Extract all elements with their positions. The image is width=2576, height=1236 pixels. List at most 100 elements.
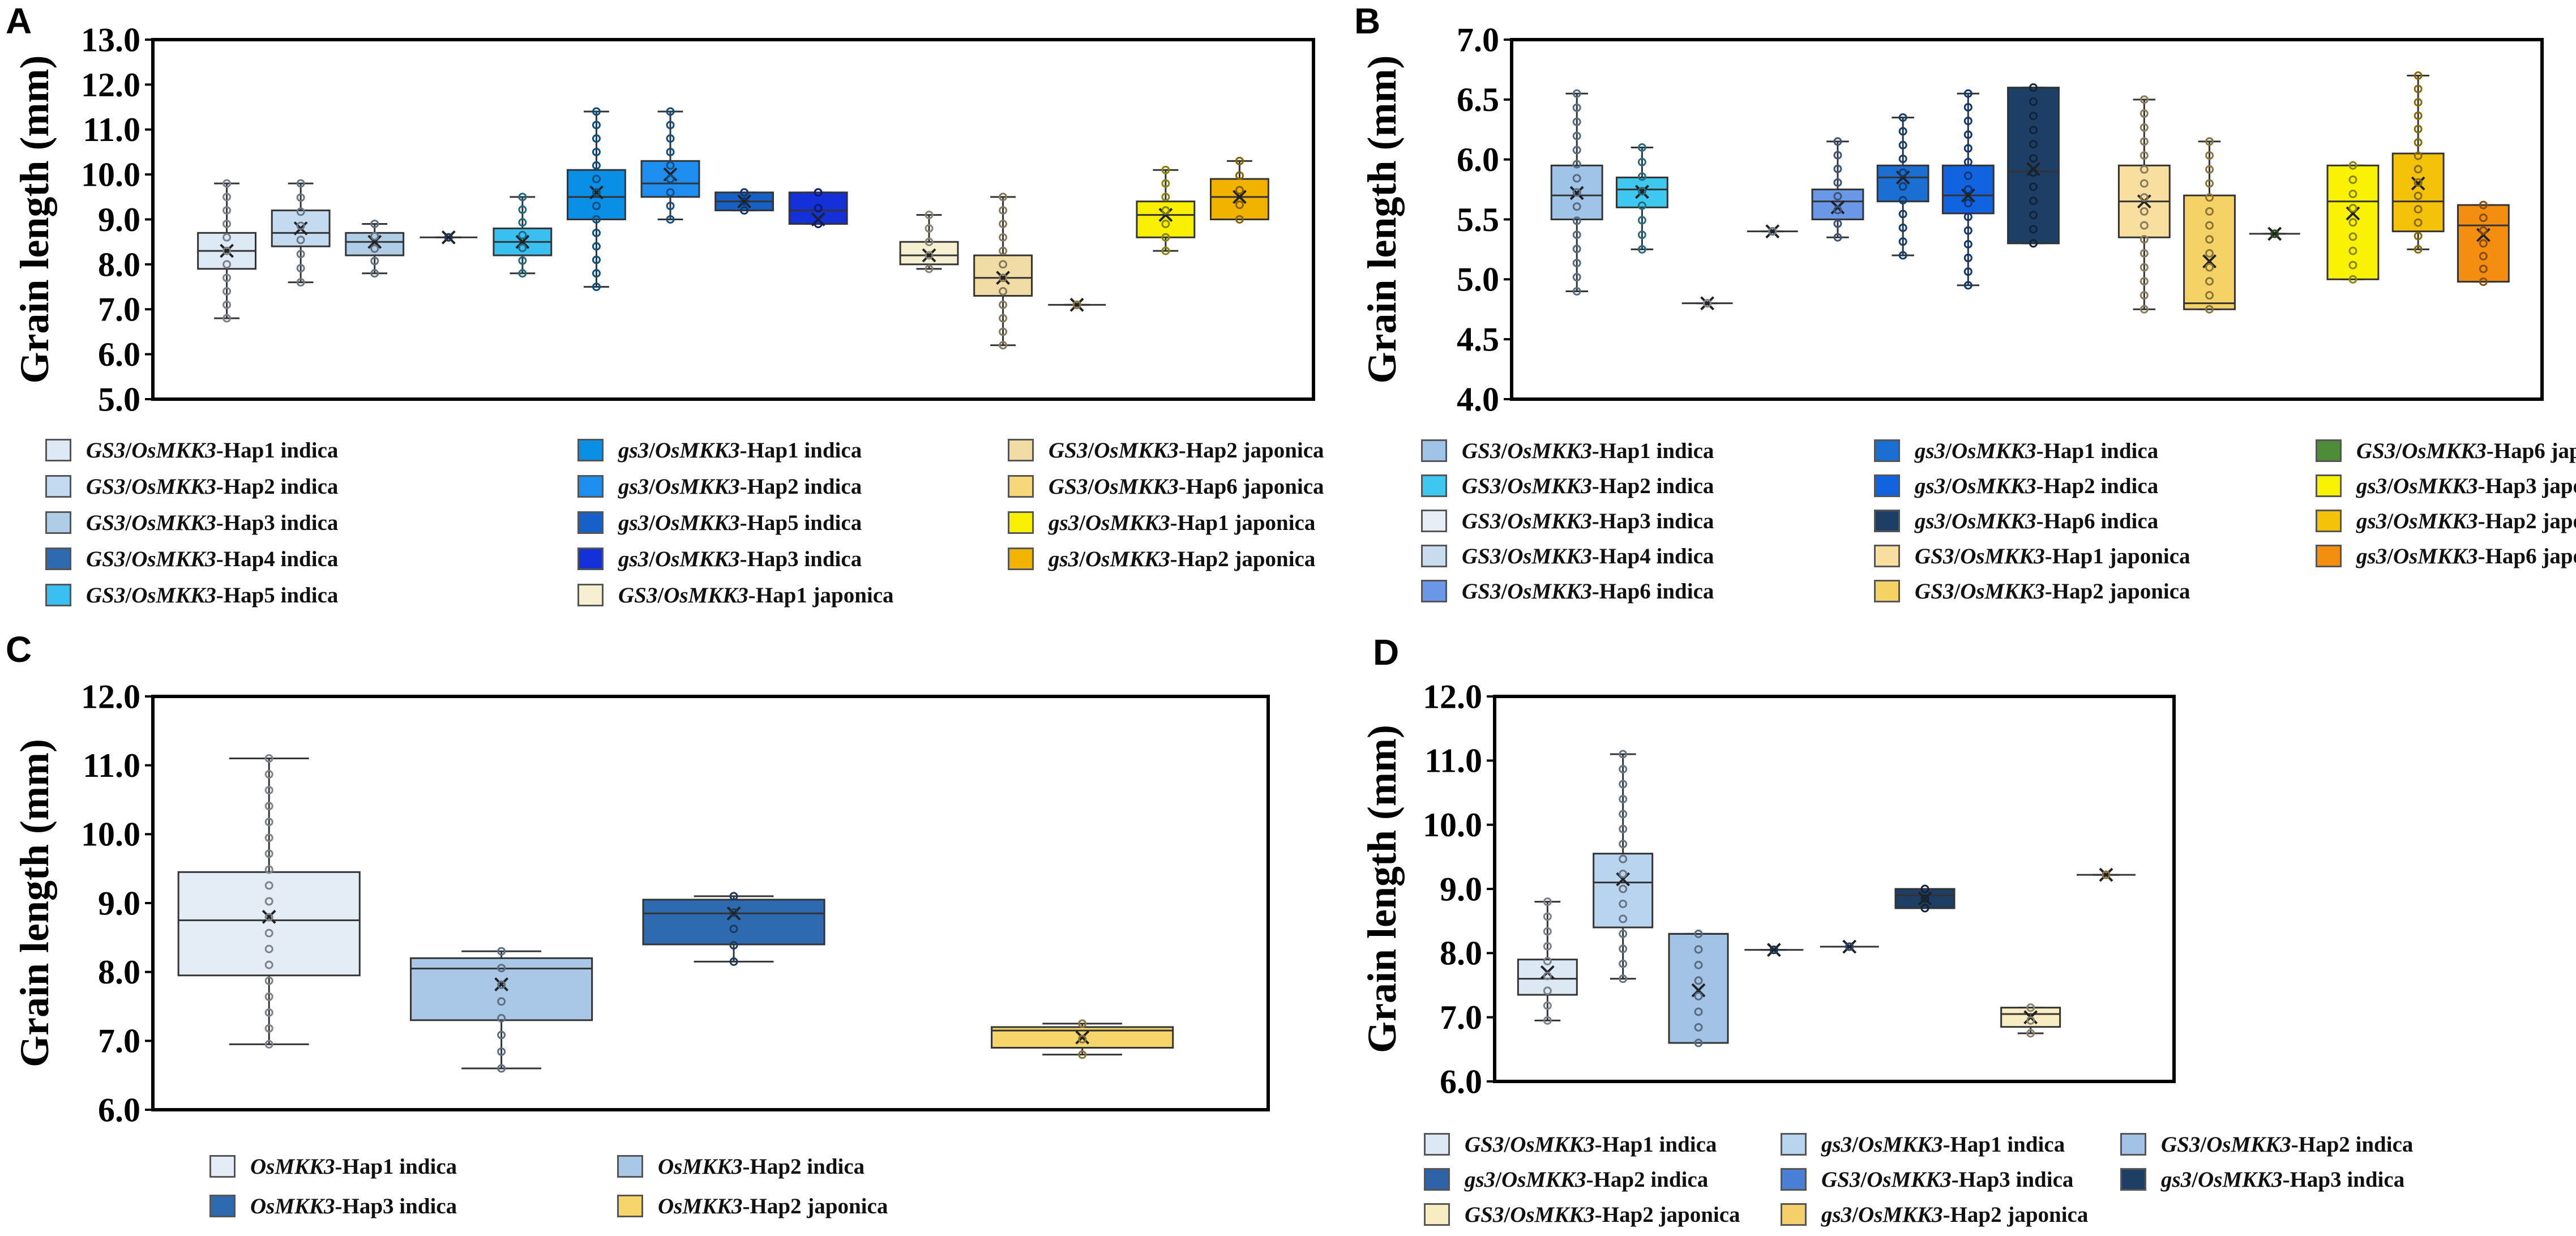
data-point (1572, 230, 1581, 239)
data-point (1898, 196, 1907, 205)
legend-separator: / (125, 510, 132, 535)
data-point (2029, 126, 2038, 135)
box-2 (271, 179, 331, 287)
data-point (264, 897, 273, 906)
box-body (410, 957, 593, 1021)
box-14 (2457, 200, 2510, 286)
data-point (296, 193, 305, 202)
data-point (1845, 942, 1854, 951)
data-point (2029, 112, 2038, 121)
box-body (642, 899, 825, 946)
data-point (2414, 151, 2423, 160)
legend-gene: GS3 (1462, 473, 1501, 498)
data-point (1694, 1007, 1703, 1016)
data-point (1572, 287, 1581, 296)
data-point (2348, 246, 2357, 255)
box-body (1668, 933, 1729, 1044)
data-point (1072, 300, 1081, 309)
box-3 (642, 892, 825, 966)
legend-label: -Hap2 japonica (742, 1194, 888, 1218)
legend-label: -Hap6 japonica (1178, 474, 1324, 499)
legend-gene: OsMKK3 (1094, 474, 1179, 499)
data-point (264, 1024, 273, 1033)
legend-label: -Hap2 japonica (2477, 508, 2576, 533)
data-point (740, 206, 749, 215)
legend-item: GS3/OsMKK3 -Hap1 japonica (1874, 541, 2293, 571)
y-tick-label: 12.0 (81, 66, 140, 104)
y-tick-label: 11.0 (83, 111, 140, 148)
data-point (592, 134, 601, 143)
data-point (999, 233, 1008, 242)
data-point (370, 232, 379, 241)
data-point (740, 197, 749, 206)
legend-gene: gs3 (2356, 508, 2387, 533)
chart-c: 6.0 7.0 8.0 9.0 10.0 11.0 12.0 Grain length (mm… (12, 678, 1270, 1128)
box-10 (2183, 137, 2236, 314)
legend-gene: OsMKK3 (658, 1194, 743, 1218)
data-point (1833, 206, 1842, 215)
mean-marker (1918, 891, 1932, 906)
legend-swatch (1874, 510, 1900, 532)
data-point (2414, 111, 2423, 120)
y-tick-label: 9.0 (1440, 870, 1482, 908)
data-point (2029, 83, 2038, 92)
legend-gene: gs3 (1049, 510, 1080, 535)
legend-item: GS3/OsMKK3 -Hap3 indica (45, 507, 555, 538)
data-point (925, 211, 934, 220)
legend-gene: OsMKK3 (1952, 508, 2036, 533)
data-point (1619, 794, 1628, 803)
box-11 (973, 193, 1033, 350)
data-point (1898, 155, 1907, 164)
data-point (2205, 263, 2214, 272)
legend-label: -Hap2 indica (1586, 1167, 1709, 1192)
legend-item: gs3/OsMKK3-Hap2 japonica (2316, 506, 2576, 536)
legend-swatch (1874, 545, 1900, 567)
legend-label: -Hap1 indica (335, 1154, 457, 1179)
legend-swatch (2316, 474, 2342, 497)
legend-gene: OsMKK3 (2198, 1167, 2283, 1192)
data-point (1619, 810, 1628, 819)
data-point (1694, 976, 1703, 985)
y-tick-label: 8.0 (98, 246, 140, 283)
legend-label: -Hap3 japonica (2477, 473, 2576, 498)
data-point (925, 224, 934, 233)
box-body (1517, 959, 1578, 996)
data-point (1572, 245, 1581, 254)
data-point (2139, 95, 2149, 104)
data-point (1898, 182, 1907, 191)
legend-gene: GS3 (2161, 1132, 2201, 1157)
legend-swatch (1421, 439, 1447, 462)
legend-gene: OsMKK3 (1858, 1202, 1943, 1227)
mean-marker (1616, 872, 1631, 887)
data-point (444, 233, 453, 242)
data-point (518, 193, 527, 202)
data-point (264, 1040, 273, 1049)
data-point (222, 219, 232, 228)
legend-item: GS3/OsMKK3 -Hap6 indica (1421, 576, 1851, 606)
data-point (1619, 899, 1628, 908)
data-point (264, 960, 273, 969)
legend-label: -Hap3 indica (2282, 1167, 2405, 1192)
legend-item: gs3/OsMKK3-Hap2 japonica (1008, 544, 1404, 574)
data-point (264, 992, 273, 1001)
legend-label: -Hap2 japonica (1942, 1202, 2089, 1227)
data-point (2414, 165, 2423, 174)
legend-gene: gs3 (1821, 1132, 1852, 1157)
y-axis-label: Grain length (mm) (12, 739, 57, 1067)
data-point (666, 147, 675, 156)
legend-separator: / (1852, 1132, 1859, 1157)
y-tick-label: 10.0 (81, 156, 140, 194)
legend-gene: OsMKK3 (1507, 438, 1592, 463)
data-point (1543, 897, 1552, 906)
legend-gene: OsMKK3 (2393, 544, 2478, 568)
mean-marker (1961, 188, 1975, 203)
data-point (1161, 179, 1170, 188)
box-7 (2000, 1003, 2061, 1038)
legend-label: -Hap3 indica (1951, 1167, 2074, 1192)
y-tick-label: 7.0 (1440, 999, 1482, 1036)
legend-separator: / (1079, 546, 1086, 571)
data-point (2479, 226, 2488, 235)
box-body (177, 871, 361, 977)
data-point (2205, 235, 2214, 244)
data-point (2414, 98, 2423, 107)
